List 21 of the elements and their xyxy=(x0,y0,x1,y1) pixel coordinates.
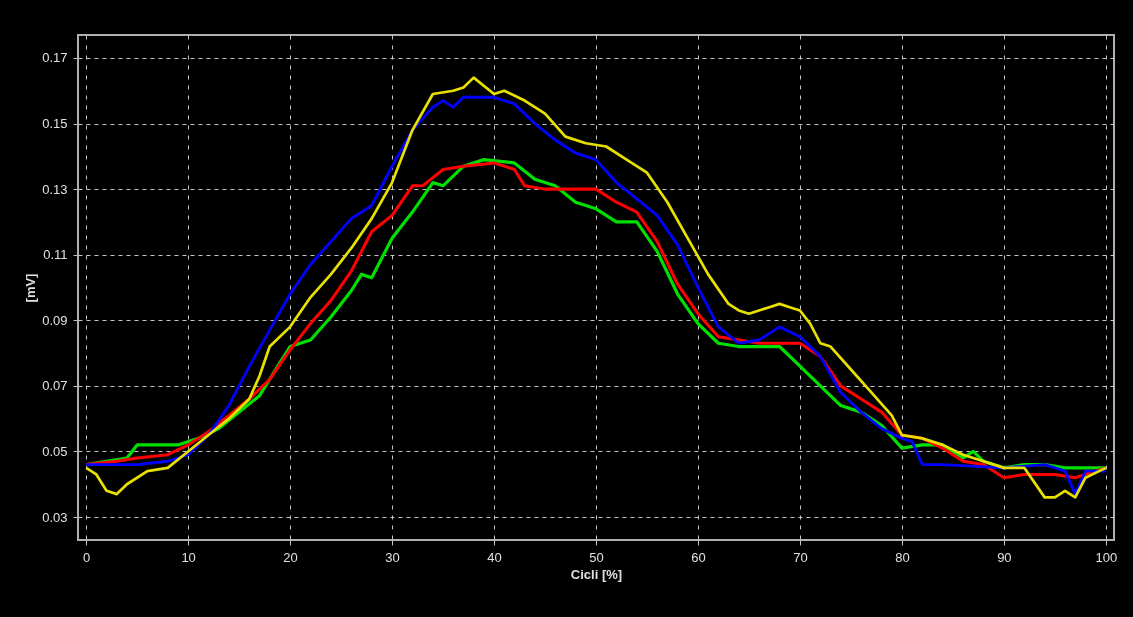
x-tick-label: 20 xyxy=(283,549,298,565)
x-tick-label: 60 xyxy=(691,549,706,565)
x-tick-label: 80 xyxy=(895,549,910,565)
x-tick-label: 40 xyxy=(487,549,502,565)
y-tick-label: 0.03 xyxy=(42,509,68,525)
y-axis-title: [mV] xyxy=(23,273,39,303)
y-tick-label: 0.09 xyxy=(42,312,68,328)
y-tick-label: 0.05 xyxy=(42,443,68,459)
y-tick-label: 0.15 xyxy=(42,116,68,132)
y-tick-label: 0.07 xyxy=(42,378,68,394)
x-tick-label: 0 xyxy=(83,549,91,565)
x-tick-label: 70 xyxy=(793,549,808,565)
y-tick-label: 0.17 xyxy=(42,50,68,66)
x-tick-label: 50 xyxy=(589,549,604,565)
x-tick-label: 90 xyxy=(997,549,1012,565)
y-tick-label: 0.13 xyxy=(42,181,68,197)
x-tick-label: 10 xyxy=(181,549,196,565)
y-tick-label: 0.11 xyxy=(43,247,68,263)
x-axis-title: Cicli [%] xyxy=(570,566,623,582)
x-tick-label: 100 xyxy=(1095,549,1118,565)
x-tick-label: 30 xyxy=(385,549,400,565)
